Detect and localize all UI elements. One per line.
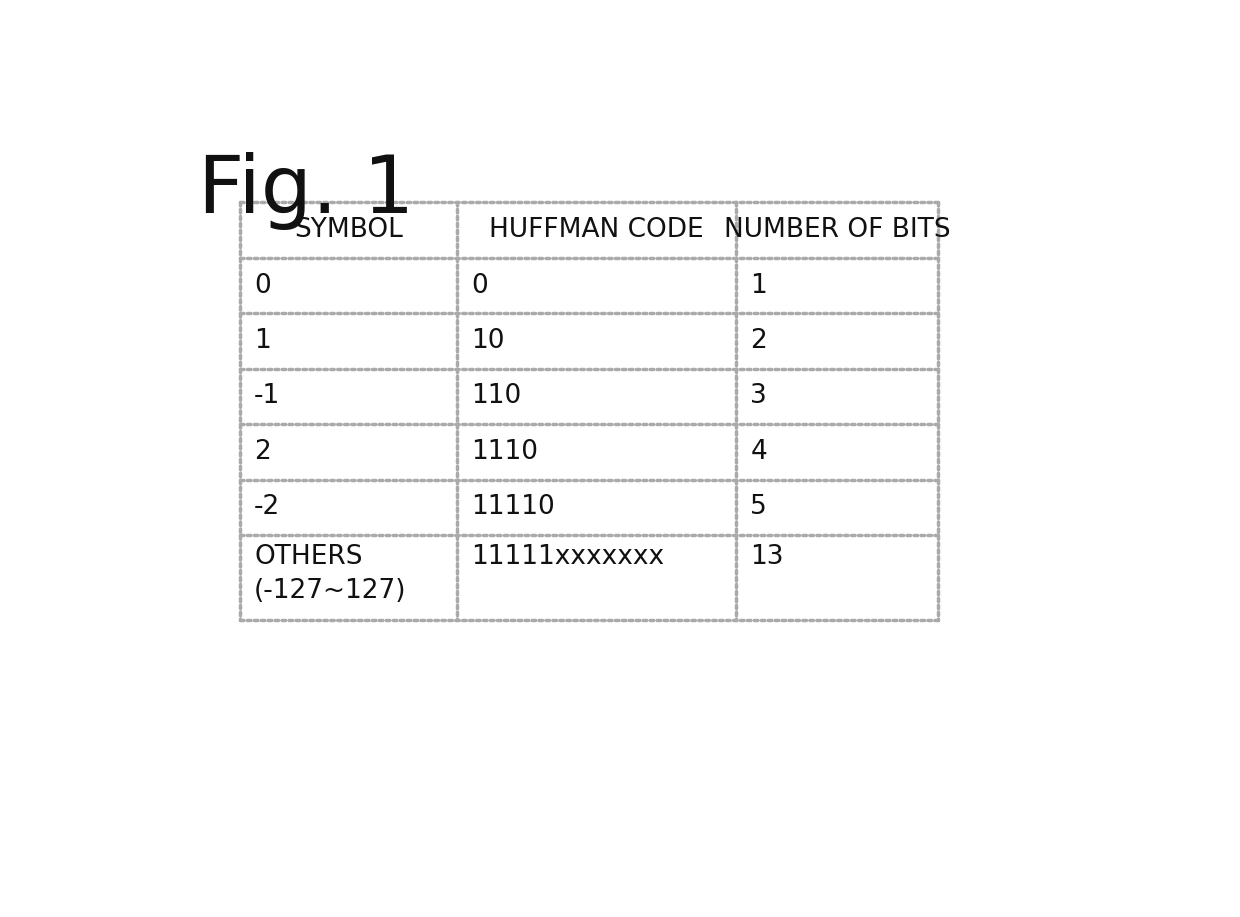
Text: -1: -1 bbox=[254, 383, 280, 410]
Text: HUFFMAN CODE: HUFFMAN CODE bbox=[490, 217, 704, 243]
Text: 0: 0 bbox=[471, 272, 489, 299]
Text: SYMBOL: SYMBOL bbox=[294, 217, 403, 243]
Text: 3: 3 bbox=[750, 383, 768, 410]
Text: 2: 2 bbox=[254, 439, 272, 465]
Text: 4: 4 bbox=[750, 439, 768, 465]
Text: NUMBER OF BITS: NUMBER OF BITS bbox=[724, 217, 950, 243]
Text: 11111xxxxxxx: 11111xxxxxxx bbox=[471, 545, 665, 570]
Text: OTHERS
(-127~127): OTHERS (-127~127) bbox=[254, 545, 407, 604]
Text: 5: 5 bbox=[750, 494, 768, 520]
Text: 0: 0 bbox=[254, 272, 272, 299]
Text: -2: -2 bbox=[254, 494, 280, 520]
Text: 11110: 11110 bbox=[471, 494, 556, 520]
Text: 1110: 1110 bbox=[471, 439, 538, 465]
Text: 13: 13 bbox=[750, 545, 784, 570]
Text: 1: 1 bbox=[750, 272, 768, 299]
Text: Fig. 1: Fig. 1 bbox=[197, 152, 414, 230]
Text: 2: 2 bbox=[750, 328, 768, 354]
Text: 110: 110 bbox=[471, 383, 522, 410]
Text: 1: 1 bbox=[254, 328, 272, 354]
Text: 10: 10 bbox=[471, 328, 505, 354]
